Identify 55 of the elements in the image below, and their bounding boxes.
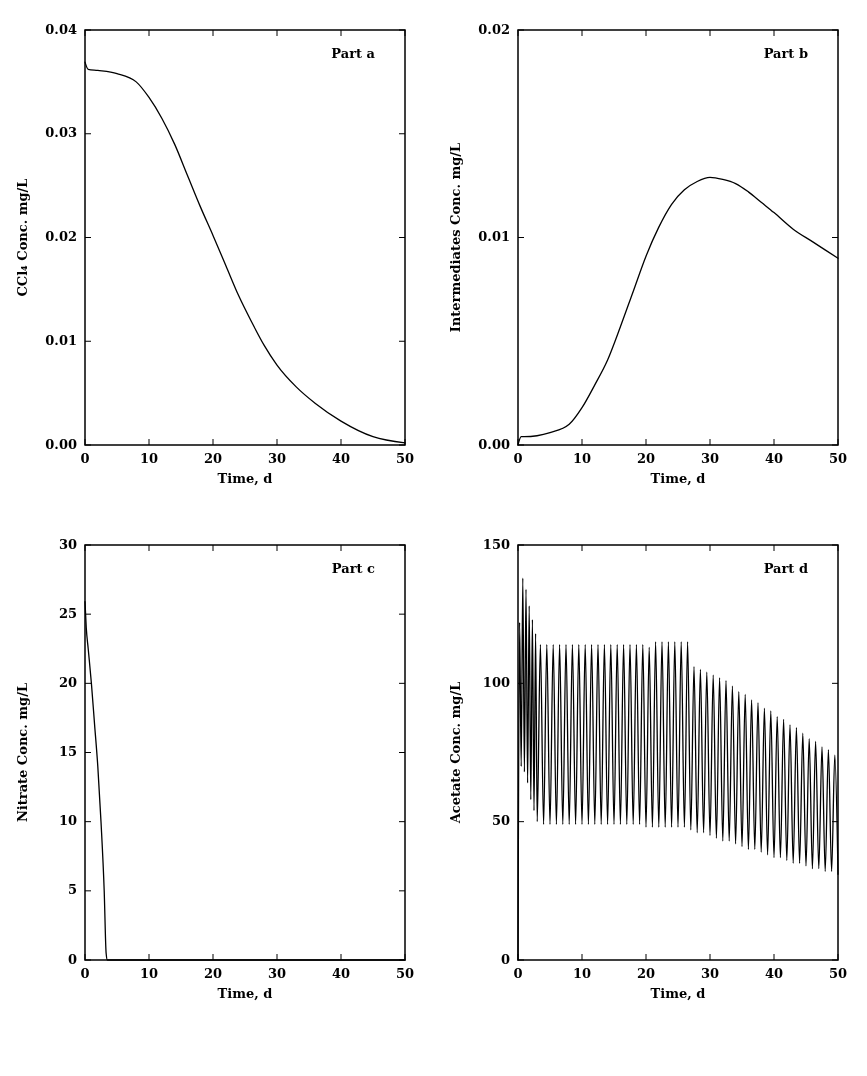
x-tick-label: 0 <box>513 451 523 466</box>
y-tick-label: 0.00 <box>478 436 510 452</box>
x-tick-label: 50 <box>828 451 848 466</box>
x-tick-label: 40 <box>331 451 351 466</box>
y-tick-label: 30 <box>58 536 77 552</box>
y-tick-label: 5 <box>67 882 77 898</box>
x-tick-label: 0 <box>513 966 523 981</box>
y-tick-label: 0.01 <box>45 332 77 348</box>
y-axis-title: Intermediates Conc. mg/L <box>448 142 463 333</box>
x-tick-label: 20 <box>203 966 223 981</box>
x-tick-label: 20 <box>636 966 656 981</box>
x-tick-label: 30 <box>700 966 720 981</box>
y-tick-label: 150 <box>482 536 510 552</box>
x-tick-label: 50 <box>395 966 415 981</box>
x-tick-label: 30 <box>700 451 720 466</box>
y-tick-label: 0.04 <box>45 21 77 37</box>
annotation: Part d <box>763 561 808 576</box>
y-tick-label: 50 <box>491 813 510 829</box>
y-tick-label: 20 <box>58 674 77 690</box>
x-tick-label: 40 <box>764 966 784 981</box>
x-tick-label: 10 <box>572 451 592 466</box>
annotation: Part b <box>763 46 808 61</box>
x-tick-label: 30 <box>267 966 287 981</box>
x-tick-label: 20 <box>636 451 656 466</box>
x-tick-label: 0 <box>80 451 90 466</box>
y-tick-label: 25 <box>58 605 77 621</box>
y-axis-title: Acetate Conc. mg/L <box>448 681 463 825</box>
y-tick-label: 0.02 <box>45 229 77 244</box>
x-tick-label: 20 <box>203 451 223 466</box>
x-axis-title: Time, d <box>217 471 273 486</box>
y-tick-label: 0 <box>500 951 510 967</box>
y-axis-title: Nitrate Conc. mg/L <box>15 682 30 823</box>
x-tick-label: 10 <box>139 966 159 981</box>
y-axis-title: CCl₄ Conc. mg/L <box>15 178 30 297</box>
y-tick-label: 0.00 <box>45 436 77 452</box>
annotation: Part a <box>331 46 376 61</box>
x-tick-label: 40 <box>331 966 351 981</box>
x-tick-label: 10 <box>139 451 159 466</box>
x-tick-label: 30 <box>267 451 287 466</box>
y-tick-label: 15 <box>58 744 77 759</box>
y-tick-label: 0.03 <box>45 125 77 141</box>
x-tick-label: 10 <box>572 966 592 981</box>
x-tick-label: 50 <box>828 966 848 981</box>
x-tick-label: 50 <box>395 451 415 466</box>
y-tick-label: 0 <box>67 951 77 967</box>
x-axis-title: Time, d <box>217 986 273 1001</box>
annotation: Part c <box>331 561 376 576</box>
y-tick-label: 100 <box>482 674 510 690</box>
x-axis-title: Time, d <box>650 471 706 486</box>
y-tick-label: 10 <box>58 813 77 829</box>
x-tick-label: 0 <box>80 966 90 981</box>
x-axis-title: Time, d <box>650 986 706 1001</box>
y-tick-label: 0.02 <box>478 21 510 37</box>
x-tick-label: 40 <box>764 451 784 466</box>
y-tick-label: 0.01 <box>478 229 510 244</box>
